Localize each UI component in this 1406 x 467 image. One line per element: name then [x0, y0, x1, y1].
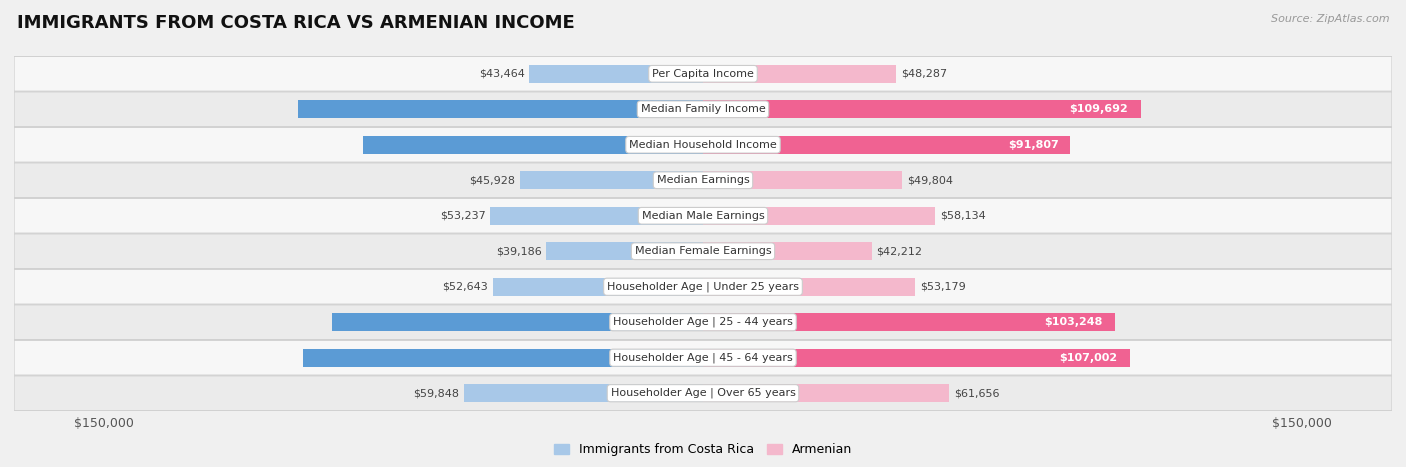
Text: Householder Age | Over 65 years: Householder Age | Over 65 years — [610, 388, 796, 398]
Bar — [363, 136, 703, 154]
FancyBboxPatch shape — [14, 305, 1392, 340]
Text: Median Earnings: Median Earnings — [657, 175, 749, 185]
Text: $91,807: $91,807 — [1008, 140, 1059, 150]
Text: Householder Age | 25 - 44 years: Householder Age | 25 - 44 years — [613, 317, 793, 327]
Text: Median Household Income: Median Household Income — [628, 140, 778, 150]
Text: $92,876: $92,876 — [692, 317, 742, 327]
Text: $48,287: $48,287 — [901, 69, 946, 79]
Text: $107,002: $107,002 — [1059, 353, 1118, 363]
Bar — [304, 349, 703, 367]
Bar — [703, 136, 1070, 154]
Bar — [703, 171, 901, 189]
Text: IMMIGRANTS FROM COSTA RICA VS ARMENIAN INCOME: IMMIGRANTS FROM COSTA RICA VS ARMENIAN I… — [17, 14, 575, 32]
Text: $49,804: $49,804 — [907, 175, 953, 185]
Text: Per Capita Income: Per Capita Income — [652, 69, 754, 79]
Bar — [703, 207, 935, 225]
Text: $85,054: $85,054 — [693, 140, 744, 150]
Text: Median Family Income: Median Family Income — [641, 104, 765, 114]
Bar — [298, 100, 703, 118]
Text: Source: ZipAtlas.com: Source: ZipAtlas.com — [1271, 14, 1389, 24]
Text: $52,643: $52,643 — [443, 282, 488, 292]
Text: $39,186: $39,186 — [496, 246, 541, 256]
FancyBboxPatch shape — [14, 340, 1392, 375]
Bar — [703, 384, 949, 402]
Text: Householder Age | Under 25 years: Householder Age | Under 25 years — [607, 282, 799, 292]
Bar — [703, 100, 1142, 118]
Text: $43,464: $43,464 — [479, 69, 524, 79]
Text: Median Female Earnings: Median Female Earnings — [634, 246, 772, 256]
Bar — [491, 207, 703, 225]
Bar — [703, 278, 915, 296]
FancyBboxPatch shape — [14, 234, 1392, 269]
Bar — [530, 65, 703, 83]
FancyBboxPatch shape — [14, 127, 1392, 162]
FancyBboxPatch shape — [14, 57, 1392, 91]
FancyBboxPatch shape — [14, 163, 1392, 198]
Bar — [703, 65, 896, 83]
Bar — [703, 313, 1115, 331]
Bar — [520, 171, 703, 189]
Text: $53,237: $53,237 — [440, 211, 485, 221]
Text: Householder Age | 45 - 64 years: Householder Age | 45 - 64 years — [613, 353, 793, 363]
Bar — [703, 349, 1130, 367]
Bar — [492, 278, 703, 296]
Text: $53,179: $53,179 — [920, 282, 966, 292]
Bar — [703, 242, 872, 260]
Legend: Immigrants from Costa Rica, Armenian: Immigrants from Costa Rica, Armenian — [550, 439, 856, 461]
Text: $100,141: $100,141 — [690, 353, 749, 363]
Text: $42,212: $42,212 — [876, 246, 922, 256]
Text: $58,134: $58,134 — [941, 211, 986, 221]
FancyBboxPatch shape — [14, 269, 1392, 304]
Text: $109,692: $109,692 — [1069, 104, 1128, 114]
FancyBboxPatch shape — [14, 198, 1392, 233]
FancyBboxPatch shape — [14, 92, 1392, 127]
Text: Median Male Earnings: Median Male Earnings — [641, 211, 765, 221]
Bar — [332, 313, 703, 331]
Bar — [464, 384, 703, 402]
Text: $45,928: $45,928 — [468, 175, 515, 185]
Text: $101,354: $101,354 — [690, 104, 749, 114]
Text: $61,656: $61,656 — [955, 388, 1000, 398]
Text: $103,248: $103,248 — [1045, 317, 1102, 327]
FancyBboxPatch shape — [14, 376, 1392, 410]
Bar — [547, 242, 703, 260]
Text: $59,848: $59,848 — [413, 388, 460, 398]
